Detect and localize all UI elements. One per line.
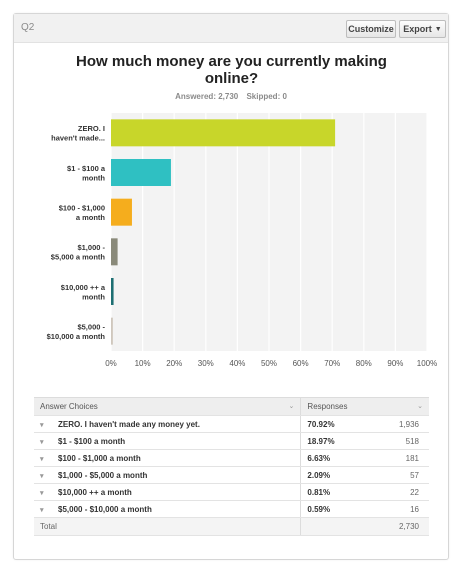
x-tick-label: 30% bbox=[198, 359, 214, 368]
skipped-count: Skipped: 0 bbox=[246, 92, 287, 101]
x-tick-label: 60% bbox=[293, 359, 309, 368]
answer-count: 57 bbox=[349, 466, 429, 484]
answer-percent: 2.09% bbox=[300, 466, 350, 484]
x-tick-label: 10% bbox=[135, 359, 151, 368]
sort-chevron-icon[interactable]: ⌄ bbox=[288, 403, 295, 410]
table-row[interactable]: ▾ $100 - $1,000 a month 6.63% 181 bbox=[34, 449, 429, 467]
expand-arrow-icon[interactable]: ▾ bbox=[40, 506, 44, 514]
customize-label: Customize bbox=[348, 24, 394, 34]
answer-count: 181 bbox=[349, 449, 429, 467]
question-title: How much money are you currently making … bbox=[76, 53, 387, 87]
answer-label: $100 - $1,000 a month bbox=[58, 453, 141, 463]
x-tick-label: 80% bbox=[356, 359, 372, 368]
export-button[interactable]: Export ▼ bbox=[399, 20, 446, 38]
answer-percent: 70.92% bbox=[300, 415, 350, 433]
answer-label: $1,000 - $5,000 a month bbox=[58, 470, 148, 480]
category-label: $1,000 - bbox=[77, 243, 105, 252]
answer-percent: 18.97% bbox=[300, 432, 350, 450]
customize-button[interactable]: Customize bbox=[346, 20, 396, 38]
total-row: Total 2,730 bbox=[34, 517, 429, 536]
table-header: Answer Choices ⌄ Responses ⌄ bbox=[34, 397, 429, 416]
caret-down-icon: ▼ bbox=[434, 25, 442, 33]
table-row[interactable]: ▾ $5,000 - $10,000 a month 0.59% 16 bbox=[34, 500, 429, 518]
expand-arrow-icon[interactable]: ▾ bbox=[40, 489, 44, 497]
total-count: 2,730 bbox=[349, 517, 429, 536]
x-tick-label: 0% bbox=[105, 359, 117, 368]
category-label: month bbox=[82, 173, 105, 182]
bar-chart: 0% 10% 20% 30% 40% 50% 60% 70% 80% 90% 100% ZERO. I… bbox=[47, 113, 437, 368]
table-row[interactable]: ▾ $1 - $100 a month 18.97% 518 bbox=[34, 432, 429, 450]
category-label: ZERO. I bbox=[78, 124, 105, 133]
category-label: $100 - $1,000 bbox=[59, 203, 105, 212]
category-label: $10,000 a month bbox=[47, 332, 106, 341]
category-label: $5,000 a month bbox=[51, 253, 106, 262]
category-label: $5,000 - bbox=[77, 322, 105, 331]
answer-percent: 0.81% bbox=[300, 483, 350, 501]
table-row[interactable]: ▾ $10,000 ++ a month 0.81% 22 bbox=[34, 483, 429, 501]
responses-header[interactable]: Responses ⌄ bbox=[300, 397, 429, 416]
expand-arrow-icon[interactable]: ▾ bbox=[40, 472, 44, 480]
x-tick-label: 100% bbox=[417, 359, 437, 368]
export-label: Export bbox=[403, 24, 432, 34]
x-tick-label: 50% bbox=[261, 359, 277, 368]
total-label: Total bbox=[34, 517, 301, 536]
answer-label: ZERO. I haven't made any money yet. bbox=[58, 419, 200, 429]
bar[interactable] bbox=[111, 317, 113, 345]
category-label: haven't made... bbox=[51, 134, 105, 143]
category-label: $10,000 ++ a bbox=[61, 283, 106, 292]
answer-label: $10,000 ++ a month bbox=[58, 487, 132, 497]
x-tick-label: 90% bbox=[387, 359, 403, 368]
table-row[interactable]: ▾ $1,000 - $5,000 a month 2.09% 57 bbox=[34, 466, 429, 484]
bar[interactable] bbox=[111, 278, 114, 305]
category-label: month bbox=[82, 292, 105, 301]
table-row[interactable]: ▾ ZERO. I haven't made any money yet. 70.9… bbox=[34, 415, 429, 433]
expand-arrow-icon[interactable]: ▾ bbox=[40, 438, 44, 446]
responses-table: Answer Choices ⌄ Responses ⌄ ▾ ZERO. I have… bbox=[34, 397, 429, 536]
expand-arrow-icon[interactable]: ▾ bbox=[40, 455, 44, 463]
answer-count: 16 bbox=[349, 500, 429, 518]
bar[interactable] bbox=[111, 119, 336, 147]
expand-arrow-icon[interactable]: ▾ bbox=[40, 421, 44, 429]
card-header: Q2 Customize Export ▼ bbox=[14, 14, 448, 43]
category-label: a month bbox=[76, 213, 106, 222]
answer-count: 518 bbox=[349, 432, 429, 450]
x-tick-label: 40% bbox=[229, 359, 245, 368]
response-summary: Answered: 2,730 Skipped: 0 bbox=[14, 92, 448, 101]
sort-chevron-icon[interactable]: ⌄ bbox=[417, 403, 423, 410]
x-tick-label: 70% bbox=[324, 359, 340, 368]
question-card: Q2 Customize Export ▼ How much money are … bbox=[13, 13, 449, 560]
bar[interactable] bbox=[111, 238, 118, 266]
answer-count: 1,936 bbox=[349, 415, 429, 433]
answer-label: $5,000 - $10,000 a month bbox=[58, 504, 152, 514]
answer-percent: 0.59% bbox=[300, 500, 350, 518]
question-number: Q2 bbox=[21, 22, 35, 33]
bar[interactable] bbox=[111, 198, 132, 226]
answer-choices-header[interactable]: Answer Choices ⌄ bbox=[34, 397, 301, 416]
answer-count: 22 bbox=[349, 483, 429, 501]
answer-label: $1 - $100 a month bbox=[58, 436, 126, 446]
answered-count: Answered: 2,730 bbox=[175, 92, 239, 101]
x-tick-label: 20% bbox=[166, 359, 182, 368]
answer-percent: 6.63% bbox=[300, 449, 350, 467]
category-label: $1 - $100 a bbox=[67, 164, 106, 173]
bar[interactable] bbox=[111, 159, 171, 186]
